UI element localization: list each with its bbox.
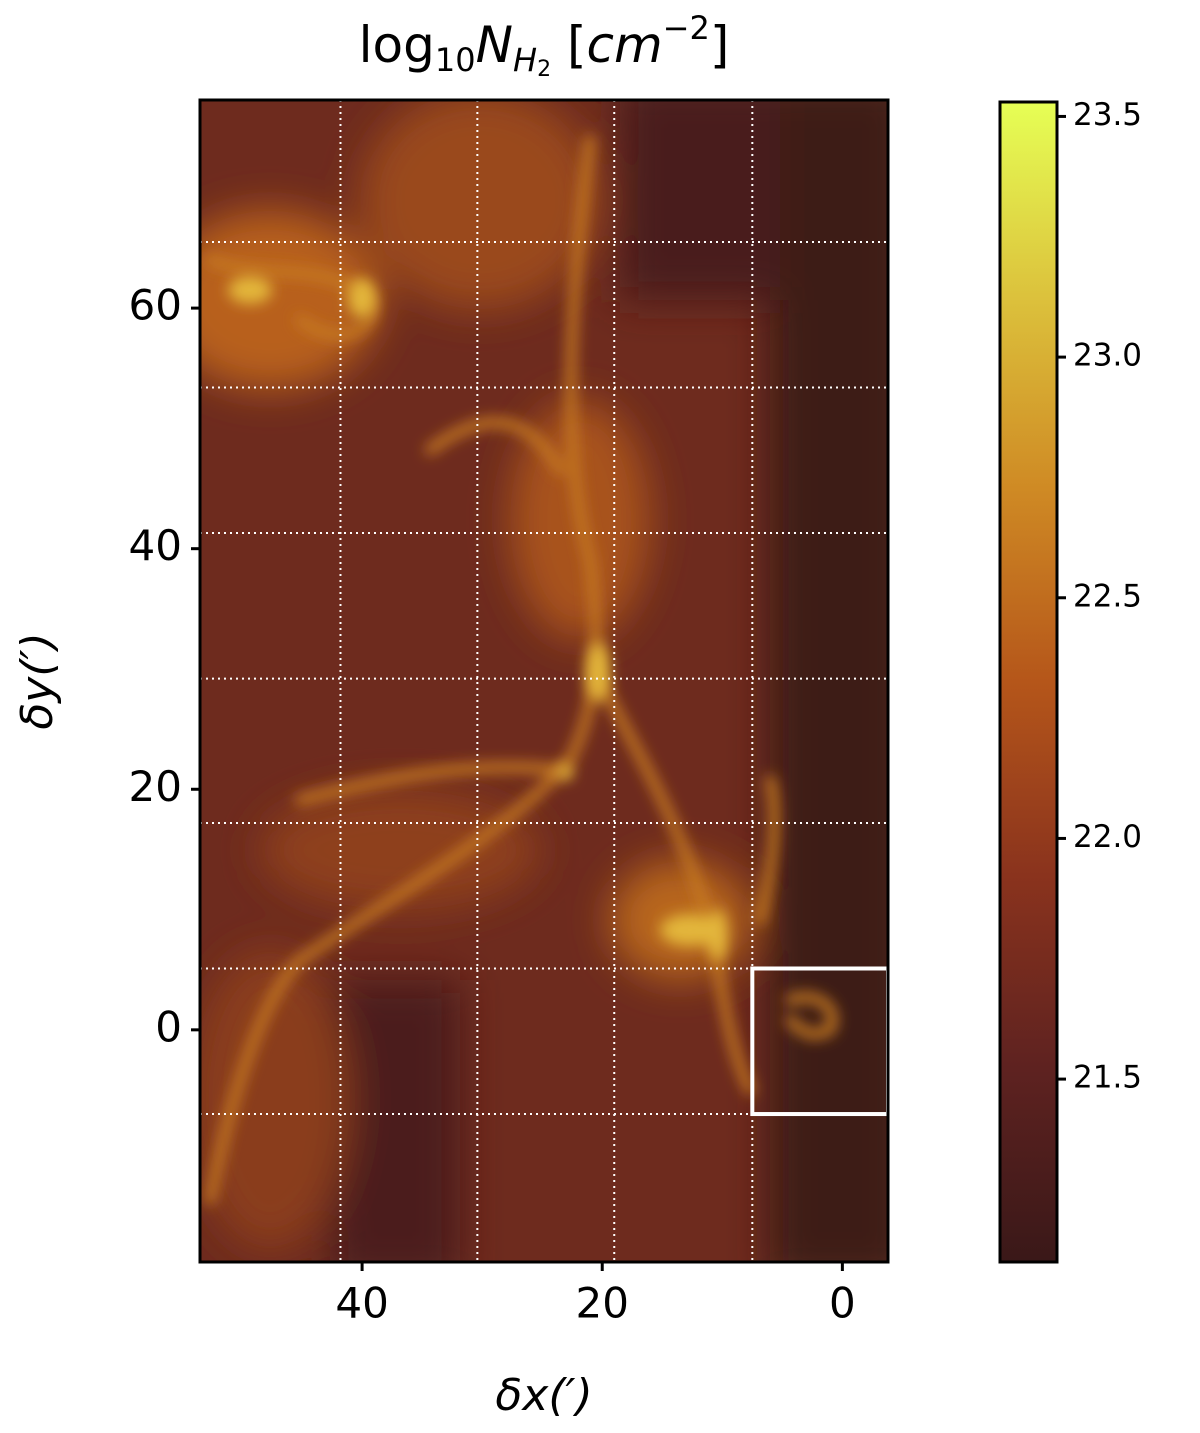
- title-part: 2: [537, 57, 551, 82]
- title-part: −2: [663, 9, 710, 47]
- title-part: 10: [435, 41, 476, 79]
- axes-frame: [198, 98, 890, 1264]
- title-part: log: [359, 16, 435, 74]
- y-tick-label: 60: [129, 281, 182, 330]
- colorbar-tick-label: 21.5: [1073, 1060, 1142, 1096]
- x-tick-label: 0: [829, 1279, 856, 1328]
- y-tick-label: 0: [155, 1002, 182, 1051]
- title-part: [: [551, 16, 586, 74]
- x-tick-label: 40: [335, 1279, 388, 1328]
- density-image: [200, 100, 888, 1262]
- chart-title: log10NH2 [cm−2]: [359, 9, 730, 82]
- y-tick-label: 20: [129, 762, 182, 811]
- title-part: N: [476, 16, 513, 74]
- colorbar: [998, 100, 1059, 1264]
- colorbar-tick-label: 23.0: [1073, 338, 1142, 374]
- x-axis-label: δx(′): [495, 1370, 592, 1421]
- colorbar-tick-label: 22.5: [1073, 578, 1142, 614]
- colorbar-tick-label: 22.0: [1073, 819, 1142, 855]
- colorbar-tick-label: 23.5: [1073, 97, 1142, 133]
- x-tick-label: 20: [576, 1279, 629, 1328]
- title-part: H: [513, 41, 537, 79]
- y-axis-label: δy(′): [12, 632, 63, 729]
- y-tick-label: 40: [129, 521, 182, 570]
- title-part: cm: [586, 16, 662, 74]
- title-part: ]: [710, 16, 730, 74]
